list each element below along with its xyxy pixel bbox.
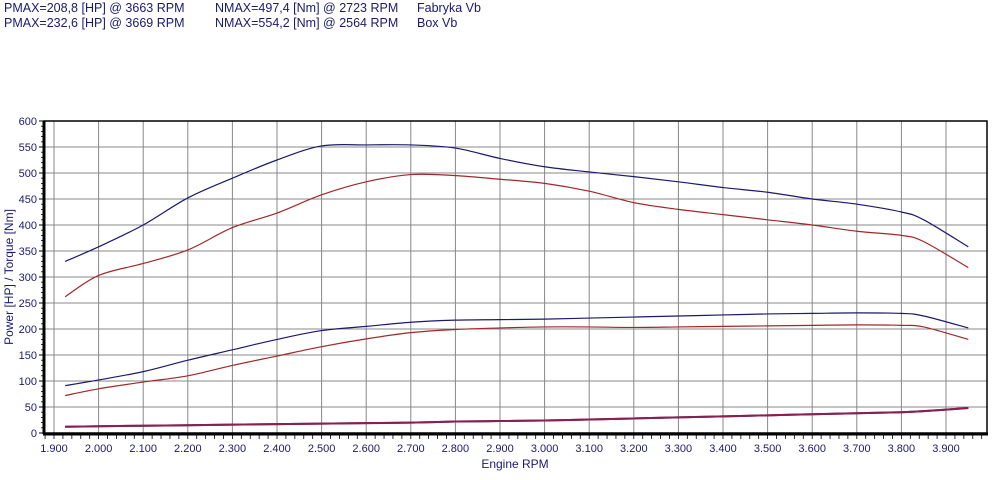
x-tick-label: 3.400: [709, 443, 737, 455]
x-tick-label: 2.000: [85, 443, 113, 455]
y-tick-label: 50: [25, 402, 37, 414]
x-tick-label: 3.600: [798, 443, 826, 455]
x-tick-label: 2.300: [219, 443, 247, 455]
pmax-factory: PMAX=208,8 [HP] @ 3663 RPM: [4, 1, 185, 15]
nmax-box: NMAX=554,2 [Nm] @ 2564 RPM: [215, 16, 399, 30]
y-tick-label: 350: [19, 246, 37, 258]
x-tick-label: 2.600: [352, 443, 380, 455]
y-tick-label: 450: [19, 194, 37, 206]
y-tick-label: 0: [31, 428, 37, 440]
y-tick-label: 300: [19, 272, 37, 284]
nmax-factory: NMAX=497,4 [Nm] @ 2723 RPM: [215, 1, 399, 15]
grid-lines: [44, 121, 987, 433]
y-axis-ticks: 0 50 100 150 200 250 300 350 400 450 500 550 600: [19, 116, 44, 440]
x-tick-label: 2.900: [486, 443, 514, 455]
x-tick-label: 3.500: [754, 443, 782, 455]
x-tick-label: 2.200: [174, 443, 202, 455]
curve-box-vb-loss: [65, 407, 969, 428]
x-tick-label: 3.700: [843, 443, 871, 455]
x-tick-label: 3.100: [575, 443, 603, 455]
curve-fabryka-vb-power-hp: [65, 324, 969, 397]
x-axis-ticks: 1.900 2.000 2.100 2.200 2.300 2.400 2.500 2.600…: [40, 434, 983, 455]
curve-fabryka-vb-torque-nm: [64, 173, 969, 298]
x-tick-label: 2.700: [397, 443, 425, 455]
y-tick-label: 600: [19, 116, 37, 128]
y-tick-label: 550: [19, 142, 37, 154]
y-tick-label: 250: [19, 298, 37, 310]
x-axis-label: Engine RPM: [481, 457, 548, 471]
x-tick-label: 3.300: [665, 443, 693, 455]
x-tick-label: 2.400: [263, 443, 291, 455]
y-tick-label: 100: [19, 376, 37, 388]
x-tick-label: 3.900: [932, 443, 960, 455]
x-tick-label: 2.100: [129, 443, 157, 455]
curves: [64, 143, 969, 428]
y-tick-label: 150: [19, 350, 37, 362]
legend-box-label: Box Vb: [417, 16, 458, 30]
x-tick-label: 2.500: [308, 443, 336, 455]
y-tick-label: 200: [19, 324, 37, 336]
y-axis-label: Power [HP] / Torque [Nm]: [2, 209, 16, 345]
x-tick-label: 3.800: [888, 443, 916, 455]
y-tick-label: 400: [19, 220, 37, 232]
curve-fabryka-vb-loss: [65, 407, 969, 428]
x-tick-label: 2.800: [442, 443, 470, 455]
pmax-box: PMAX=232,6 [HP] @ 3669 RPM: [4, 16, 185, 30]
y-tick-label: 500: [19, 168, 37, 180]
curve-box-vb-power-hp: [65, 312, 969, 387]
x-tick-label: 3.000: [531, 443, 559, 455]
x-tick-label: 1.900: [40, 443, 68, 455]
x-tick-label: 3.200: [620, 443, 648, 455]
legend-factory-label: Fabryka Vb: [417, 1, 481, 15]
curve-box-vb-torque-nm: [64, 143, 969, 262]
chart-header: PMAX=208,8 [HP] @ 3663 RPM NMAX=497,4 [N…: [4, 1, 564, 33]
